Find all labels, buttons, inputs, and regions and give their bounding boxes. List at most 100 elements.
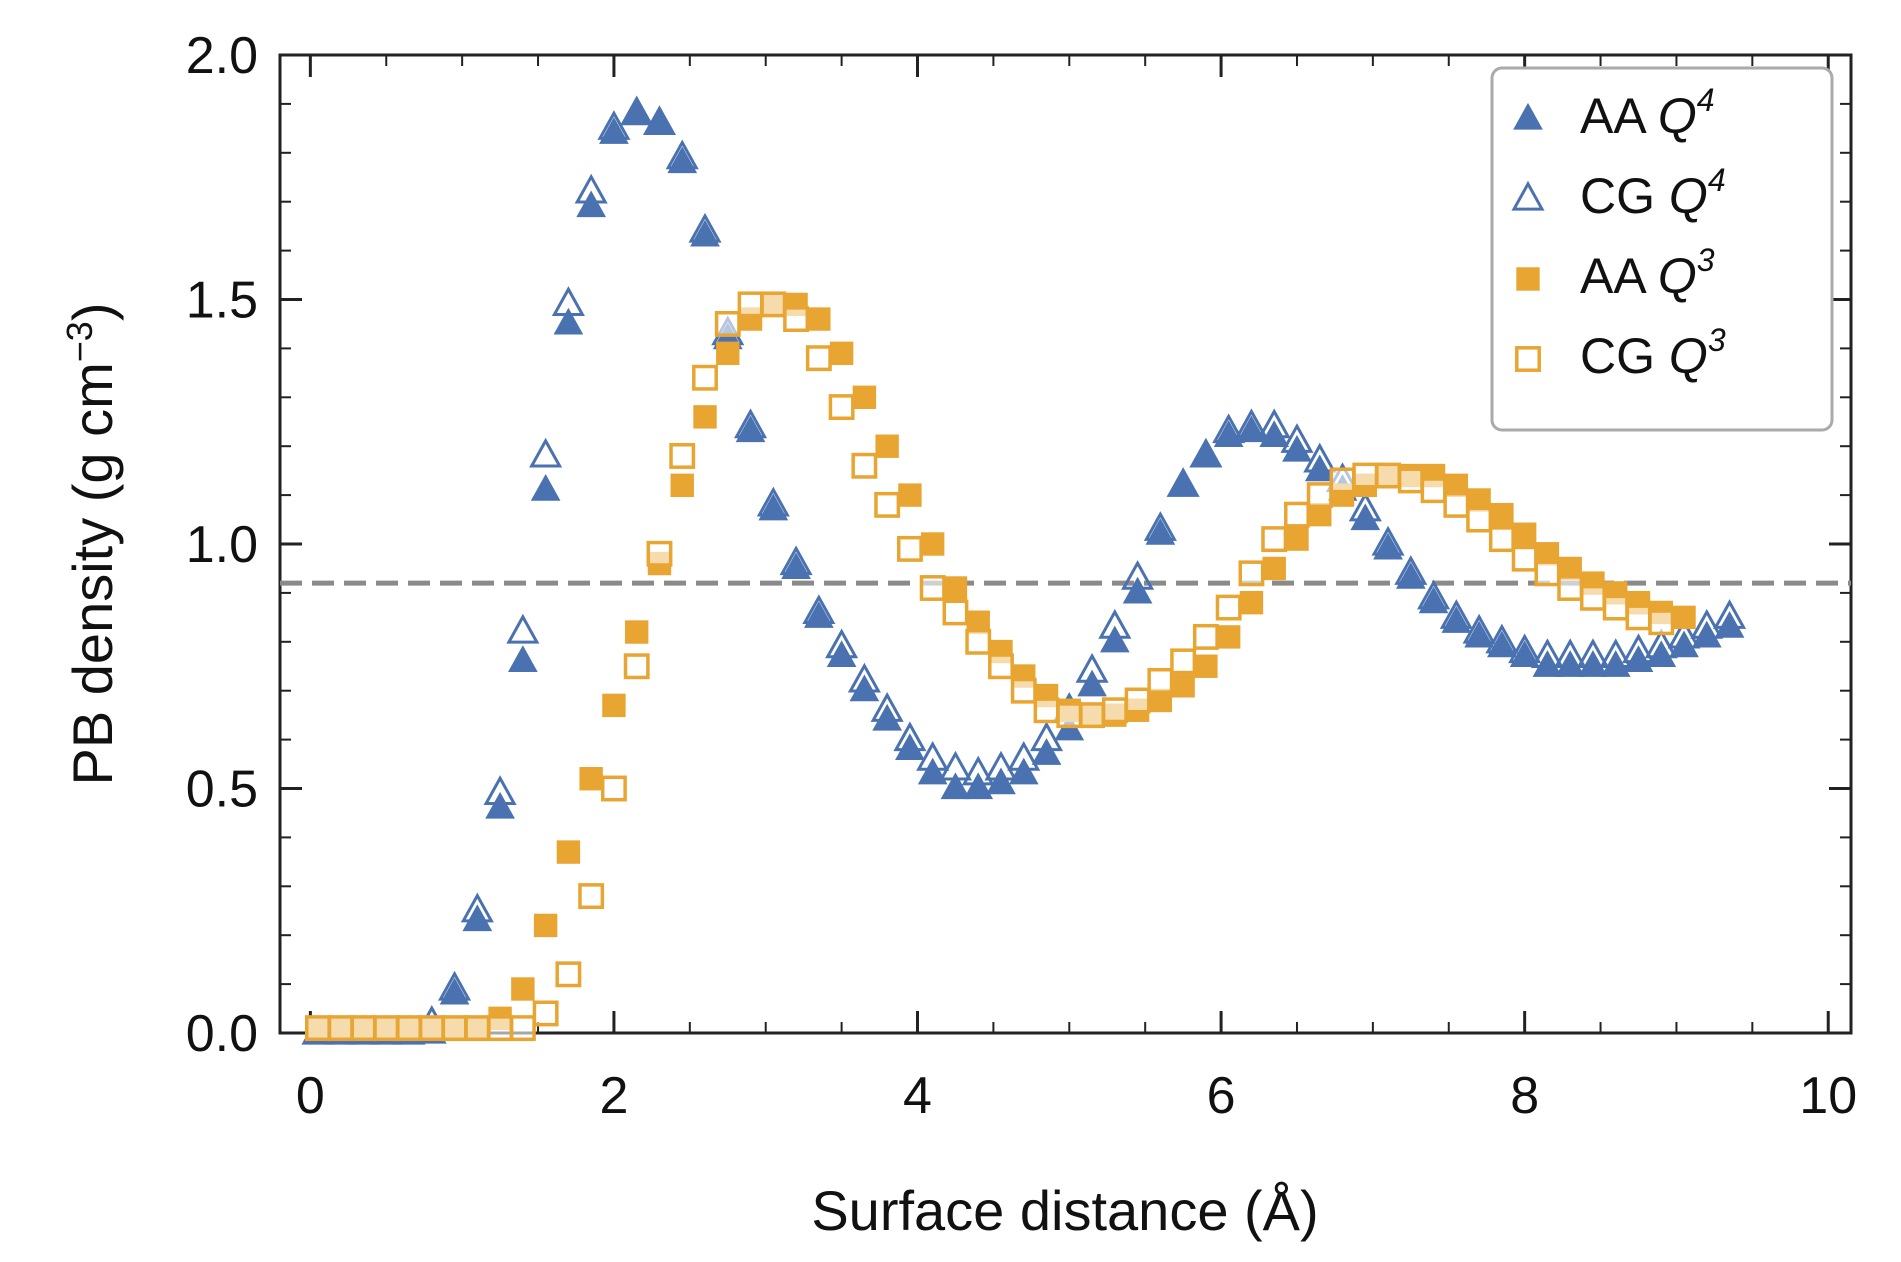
data-point xyxy=(669,443,696,469)
data-point xyxy=(851,452,878,479)
data-point xyxy=(1189,437,1223,468)
x-tick-label: 4 xyxy=(903,1067,932,1125)
legend-marker xyxy=(1515,346,1541,372)
data-markers xyxy=(301,95,1747,1045)
data-point xyxy=(870,692,904,722)
data-point xyxy=(1648,609,1675,636)
data-point xyxy=(1553,638,1587,669)
data-point xyxy=(1417,579,1451,610)
data-point xyxy=(1555,650,1586,677)
data-point xyxy=(1010,677,1037,704)
data-point xyxy=(642,105,677,136)
data-point xyxy=(1644,628,1678,659)
y-axis-title-exponent: −3 xyxy=(59,321,100,362)
data-point xyxy=(693,405,717,429)
data-point xyxy=(1122,576,1153,604)
legend-label: CG Q4 xyxy=(1580,162,1726,224)
data-point xyxy=(1466,506,1493,533)
data-point xyxy=(1348,491,1382,522)
data-point xyxy=(1623,645,1654,672)
data-point xyxy=(919,575,946,601)
data-point xyxy=(874,491,901,518)
data-point xyxy=(963,772,994,800)
data-point xyxy=(1602,594,1629,621)
data-point xyxy=(597,110,631,140)
data-point xyxy=(620,95,654,126)
data-point xyxy=(1077,669,1107,697)
data-point xyxy=(714,311,741,337)
data-point xyxy=(1170,648,1197,675)
legend-marker xyxy=(1516,267,1540,291)
data-point xyxy=(1580,584,1606,611)
data-point xyxy=(1029,721,1064,752)
data-point xyxy=(986,767,1016,795)
data-point xyxy=(737,291,764,318)
data-point xyxy=(1329,467,1356,494)
data-point xyxy=(942,599,969,626)
data-point xyxy=(988,653,1014,680)
data-point xyxy=(852,385,877,410)
data-point xyxy=(849,674,880,702)
data-point xyxy=(532,1000,559,1027)
data-point xyxy=(304,1015,331,1042)
data-point xyxy=(1166,467,1200,497)
data-point xyxy=(1599,638,1633,669)
data-point xyxy=(529,437,563,468)
data-point xyxy=(1033,697,1060,724)
data-point xyxy=(1282,434,1312,462)
data-point xyxy=(802,594,836,625)
data-point xyxy=(1304,454,1335,482)
y-tick-label: 2.0 xyxy=(186,27,258,85)
data-point xyxy=(716,341,740,365)
data-point xyxy=(485,791,515,819)
data-point xyxy=(1306,482,1333,509)
data-point xyxy=(665,139,699,170)
data-point xyxy=(483,775,517,805)
data-point xyxy=(1280,423,1314,453)
data-point xyxy=(551,286,585,316)
data-point xyxy=(826,640,857,668)
x-tick-label: 6 xyxy=(1207,1067,1236,1125)
data-point xyxy=(487,1015,514,1042)
data-point xyxy=(438,970,472,1001)
data-point xyxy=(920,532,945,556)
data-point xyxy=(1578,650,1608,677)
data-point xyxy=(1621,633,1656,664)
data-point xyxy=(350,1015,377,1042)
data-point xyxy=(688,212,722,243)
data-point xyxy=(847,662,881,693)
x-axis-title: Surface distance (Å) xyxy=(811,1179,1318,1242)
data-point xyxy=(1285,527,1309,551)
data-point xyxy=(1079,702,1106,729)
legend-box xyxy=(1490,66,1834,432)
data-point xyxy=(1508,633,1542,664)
data-point xyxy=(462,904,493,932)
data-point xyxy=(1532,650,1563,677)
legend-marker xyxy=(1513,102,1543,130)
data-point xyxy=(898,483,922,507)
data-point xyxy=(875,434,899,458)
data-point xyxy=(1713,599,1747,629)
data-point xyxy=(828,394,855,421)
data-point xyxy=(1099,625,1130,653)
data-point xyxy=(961,755,995,786)
data-point xyxy=(1350,503,1381,531)
data-point xyxy=(530,474,561,501)
y-axis-title-prefix: PB density (g cm xyxy=(61,362,124,785)
y-axis-title-suffix: ) xyxy=(61,303,124,322)
data-point xyxy=(1215,594,1242,621)
data-point xyxy=(623,653,650,680)
data-point xyxy=(829,341,854,365)
data-point xyxy=(574,173,608,204)
data-point xyxy=(984,750,1018,781)
data-point xyxy=(646,540,673,567)
data-point xyxy=(1303,442,1337,473)
data-point xyxy=(895,733,925,760)
data-point xyxy=(1238,560,1265,587)
data-point xyxy=(825,628,859,659)
data-point xyxy=(760,291,787,318)
data-point xyxy=(1192,623,1219,650)
data-point xyxy=(807,307,831,331)
data-point xyxy=(511,977,535,1001)
data-point xyxy=(1397,467,1424,494)
